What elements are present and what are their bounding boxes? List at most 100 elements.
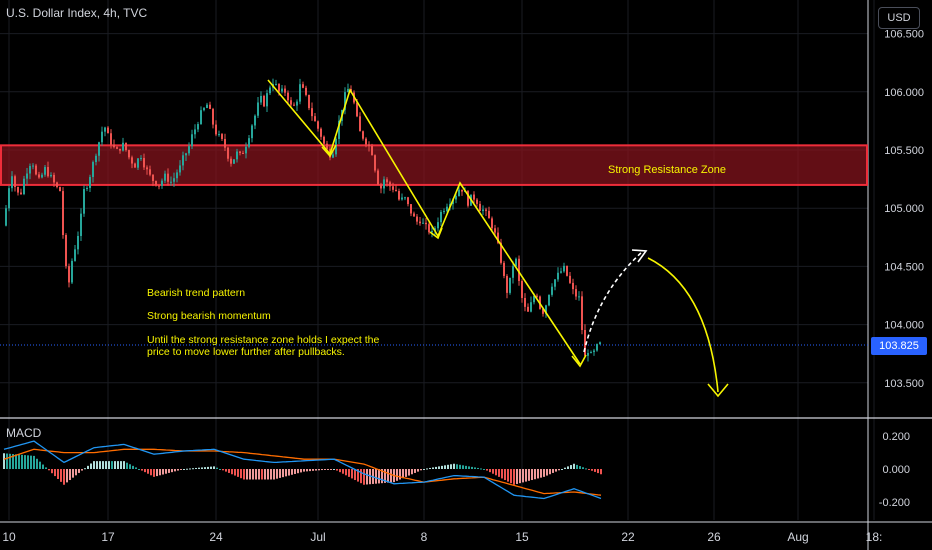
- macd-histogram-bar: [210, 466, 212, 469]
- candle-body: [77, 235, 79, 250]
- candle-body: [467, 191, 469, 206]
- candle-body: [446, 206, 448, 212]
- candle-body: [26, 173, 28, 179]
- candle-body: [491, 218, 493, 229]
- candle-body: [536, 295, 538, 297]
- macd-histogram-bar: [33, 455, 35, 469]
- macd-histogram-bar: [384, 469, 386, 483]
- candle-body: [284, 88, 286, 93]
- macd-histogram-bar: [582, 467, 584, 469]
- macd-histogram-bar: [456, 464, 458, 469]
- candle-body: [290, 100, 292, 105]
- candle-body: [23, 178, 25, 195]
- macd-histogram-bar: [177, 469, 179, 471]
- candle-body: [50, 174, 52, 177]
- candle-body: [296, 101, 298, 106]
- macd-histogram-bar: [6, 453, 8, 469]
- candle-body: [485, 209, 487, 211]
- macd-histogram-bar: [243, 469, 245, 480]
- candle-body: [203, 108, 205, 111]
- macd-histogram-bar: [507, 469, 509, 482]
- macd-histogram-bar: [159, 469, 161, 476]
- macd-signal-line: [3, 448, 602, 496]
- macd-histogram-bar: [573, 463, 575, 469]
- candle-body: [416, 216, 418, 222]
- candle-body: [368, 144, 370, 146]
- macd-histogram-bar: [501, 469, 503, 479]
- macd-histogram-bar: [519, 469, 521, 484]
- candle-body: [347, 88, 349, 93]
- macd-histogram-bar: [246, 469, 248, 480]
- candle-body: [308, 94, 310, 109]
- macd-histogram-bar: [63, 469, 65, 485]
- x-tick-label: 8: [421, 530, 428, 544]
- candle-body: [224, 138, 226, 148]
- macd-histogram-bar: [273, 469, 275, 480]
- macd-histogram-bar: [396, 469, 398, 481]
- macd-histogram-bar: [315, 469, 317, 471]
- macd-histogram-bar: [312, 469, 314, 471]
- macd-histogram-bar: [333, 469, 335, 470]
- currency-button[interactable]: USD: [878, 7, 920, 29]
- macd-histogram-bar: [15, 454, 17, 469]
- candle-body: [86, 187, 88, 190]
- candle-body: [422, 222, 424, 224]
- candle-body: [455, 196, 457, 200]
- macd-histogram-bar: [183, 469, 185, 470]
- macd-histogram-bar: [60, 469, 62, 482]
- macd-histogram-bar: [81, 469, 83, 471]
- candle-body: [122, 142, 124, 151]
- candle-body: [35, 165, 37, 175]
- macd-histogram-bar: [345, 469, 347, 476]
- x-tick-label: 15: [515, 530, 529, 544]
- candle-body: [257, 102, 259, 116]
- macd-histogram-bar: [156, 469, 158, 477]
- candle-body: [104, 127, 106, 132]
- macd-histogram-bar: [420, 469, 422, 471]
- macd-histogram-bar: [381, 469, 383, 484]
- candle-body: [320, 128, 322, 137]
- macd-histogram-bar: [153, 469, 155, 477]
- candle-body: [392, 186, 394, 190]
- candle-body: [359, 116, 361, 132]
- macd-histogram-bar: [198, 467, 200, 469]
- macd-histogram-bar: [204, 467, 206, 469]
- candle-body: [287, 92, 289, 101]
- x-tick-label: 17: [101, 530, 115, 544]
- candle-body: [410, 204, 412, 214]
- candle-body: [92, 162, 94, 178]
- candle-body: [404, 197, 406, 199]
- macd-histogram-bar: [288, 469, 290, 476]
- candle-body: [164, 173, 166, 181]
- macd-histogram-bar: [126, 462, 128, 469]
- macd-histogram-bar: [429, 467, 431, 469]
- candle-body: [248, 138, 250, 147]
- candle-body: [215, 124, 217, 135]
- candle-body: [185, 153, 187, 156]
- macd-histogram-bar: [102, 461, 104, 469]
- macd-histogram-bar: [477, 467, 479, 469]
- candle-body: [593, 350, 595, 353]
- candle-body: [365, 138, 367, 145]
- macd-histogram-bar: [303, 469, 305, 472]
- trend-arrowhead: [571, 354, 587, 368]
- macd-histogram-bar: [465, 465, 467, 469]
- candle-body: [41, 174, 43, 178]
- macd-histogram-bar: [144, 469, 146, 473]
- candle-body: [71, 260, 73, 283]
- candle-body: [113, 144, 115, 148]
- candle-body: [443, 211, 445, 213]
- macd-indicator-label: MACD: [6, 426, 42, 440]
- candle-body: [587, 353, 589, 356]
- macd-histogram-bar: [225, 469, 227, 472]
- macd-histogram-bar: [69, 469, 71, 481]
- candle-body: [590, 352, 592, 354]
- macd-histogram-bar: [555, 469, 557, 472]
- macd-histogram-bar: [306, 469, 308, 472]
- macd-histogram-bar: [426, 468, 428, 470]
- macd-histogram-bar: [207, 466, 209, 469]
- macd-histogram-bar: [534, 469, 536, 480]
- macd-histogram-bar: [216, 467, 218, 469]
- macd-histogram-bar: [87, 465, 89, 469]
- candle-body: [110, 133, 112, 145]
